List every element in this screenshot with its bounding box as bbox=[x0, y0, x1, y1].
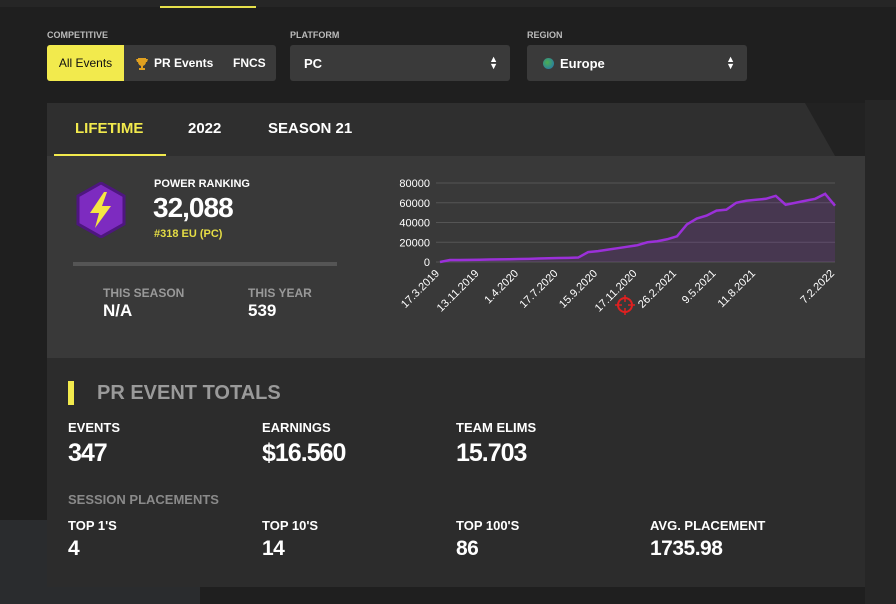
stat-label: TOP 1'S bbox=[68, 518, 117, 533]
stat-value: 86 bbox=[456, 537, 479, 560]
stat-label: THIS YEAR bbox=[248, 286, 312, 300]
fncs-button[interactable]: FNCS bbox=[233, 56, 266, 70]
tab-decoration bbox=[805, 103, 865, 156]
stat-label: TOP 10'S bbox=[262, 518, 319, 533]
y-tick-label: 40000 bbox=[399, 218, 430, 230]
select-value: Europe bbox=[560, 55, 605, 71]
top-bar bbox=[0, 0, 896, 7]
x-tick-label: 1.4.2020 bbox=[482, 268, 521, 307]
y-tick-label: 0 bbox=[424, 257, 430, 269]
divider bbox=[73, 262, 337, 266]
overview-panel bbox=[47, 156, 865, 358]
trophy-icon bbox=[136, 57, 148, 75]
pr-events-button[interactable]: PR Events bbox=[154, 56, 214, 70]
stat-value: N/A bbox=[103, 301, 133, 320]
select-arrows: ▲ ▼ bbox=[489, 54, 498, 71]
section-marker bbox=[68, 381, 74, 405]
power-label: POWER RANKING bbox=[154, 178, 250, 190]
area bbox=[440, 193, 835, 262]
tab[interactable]: 2022 bbox=[188, 120, 222, 137]
rank-icon bbox=[76, 182, 126, 238]
x-tick-label: 7.2.2022 bbox=[798, 268, 837, 307]
stat-label: AVG. PLACEMENT bbox=[650, 518, 766, 533]
section-title: PR EVENT TOTALS bbox=[97, 382, 281, 404]
trophy bbox=[136, 58, 148, 70]
filter-label: PLATFORM bbox=[290, 30, 340, 40]
tab[interactable]: LIFETIME bbox=[75, 120, 144, 137]
platform-select[interactable]: PC ▲ ▼ bbox=[290, 45, 510, 81]
filter-label: COMPETITIVE bbox=[47, 30, 109, 40]
select-arrows: ▲ ▼ bbox=[726, 54, 735, 71]
stat-label: THIS SEASON bbox=[103, 286, 185, 300]
tab-underline bbox=[54, 154, 166, 156]
y-tick-label: 20000 bbox=[399, 237, 430, 249]
tab-bar bbox=[47, 103, 865, 156]
region-select[interactable]: Europe ▲ ▼ bbox=[527, 45, 747, 81]
stat-label: EARNINGS bbox=[262, 420, 331, 435]
x-tick-label: 9.5.2021 bbox=[680, 268, 719, 307]
crosshair-cursor bbox=[615, 295, 635, 315]
stat-value: 15.703 bbox=[456, 439, 527, 467]
stat-value: 539 bbox=[248, 301, 277, 320]
stat-label: TOP 100'S bbox=[456, 518, 520, 533]
y-tick-label: 80000 bbox=[399, 178, 430, 190]
x-tick-label: 13.11.2019 bbox=[435, 268, 482, 315]
top-underline bbox=[160, 6, 256, 8]
filter-label: REGION bbox=[527, 30, 563, 40]
globe-icon bbox=[543, 57, 554, 69]
stat-value: 1735.98 bbox=[650, 537, 723, 560]
stat-value: 14 bbox=[262, 537, 285, 560]
line bbox=[439, 192, 836, 264]
stat-value: $16.560 bbox=[262, 439, 346, 467]
all-events-button[interactable]: All Events bbox=[47, 45, 124, 81]
power-chart: 02000040000600008000017.3.201913.11.2019… bbox=[399, 178, 837, 315]
y-tick-label: 60000 bbox=[399, 198, 430, 210]
power-value: 32,088 bbox=[153, 192, 234, 223]
x-tick-label: 26.2.2021 bbox=[636, 268, 679, 311]
x-tick-label: 11.8.2021 bbox=[716, 268, 759, 311]
stat-label: TEAM ELIMS bbox=[456, 420, 537, 435]
stat-value: 347 bbox=[68, 439, 108, 467]
stat-label: EVENTS bbox=[68, 420, 121, 435]
section-subtitle: SESSION PLACEMENTS bbox=[68, 492, 219, 507]
side-strip bbox=[865, 100, 896, 604]
tab[interactable]: SEASON 21 bbox=[268, 120, 353, 137]
x-tick-label: 17.7.2020 bbox=[518, 268, 561, 311]
select-value: PC bbox=[304, 55, 323, 71]
stat-value: 4 bbox=[68, 537, 80, 560]
power-rank: #318 EU (PC) bbox=[154, 228, 223, 240]
